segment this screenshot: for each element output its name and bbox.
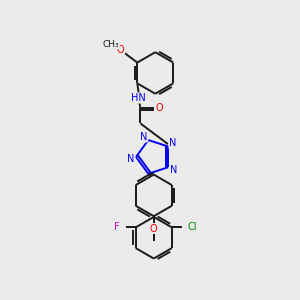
Text: O: O <box>116 45 124 55</box>
Text: N: N <box>170 165 177 175</box>
Text: N: N <box>127 154 134 164</box>
Text: N: N <box>140 132 147 142</box>
Text: CH₃: CH₃ <box>103 40 119 49</box>
Text: F: F <box>115 222 120 232</box>
Text: O: O <box>155 103 163 113</box>
Text: N: N <box>169 138 176 148</box>
Text: O: O <box>150 224 158 233</box>
Text: Cl: Cl <box>187 222 196 232</box>
Text: HN: HN <box>131 93 146 103</box>
